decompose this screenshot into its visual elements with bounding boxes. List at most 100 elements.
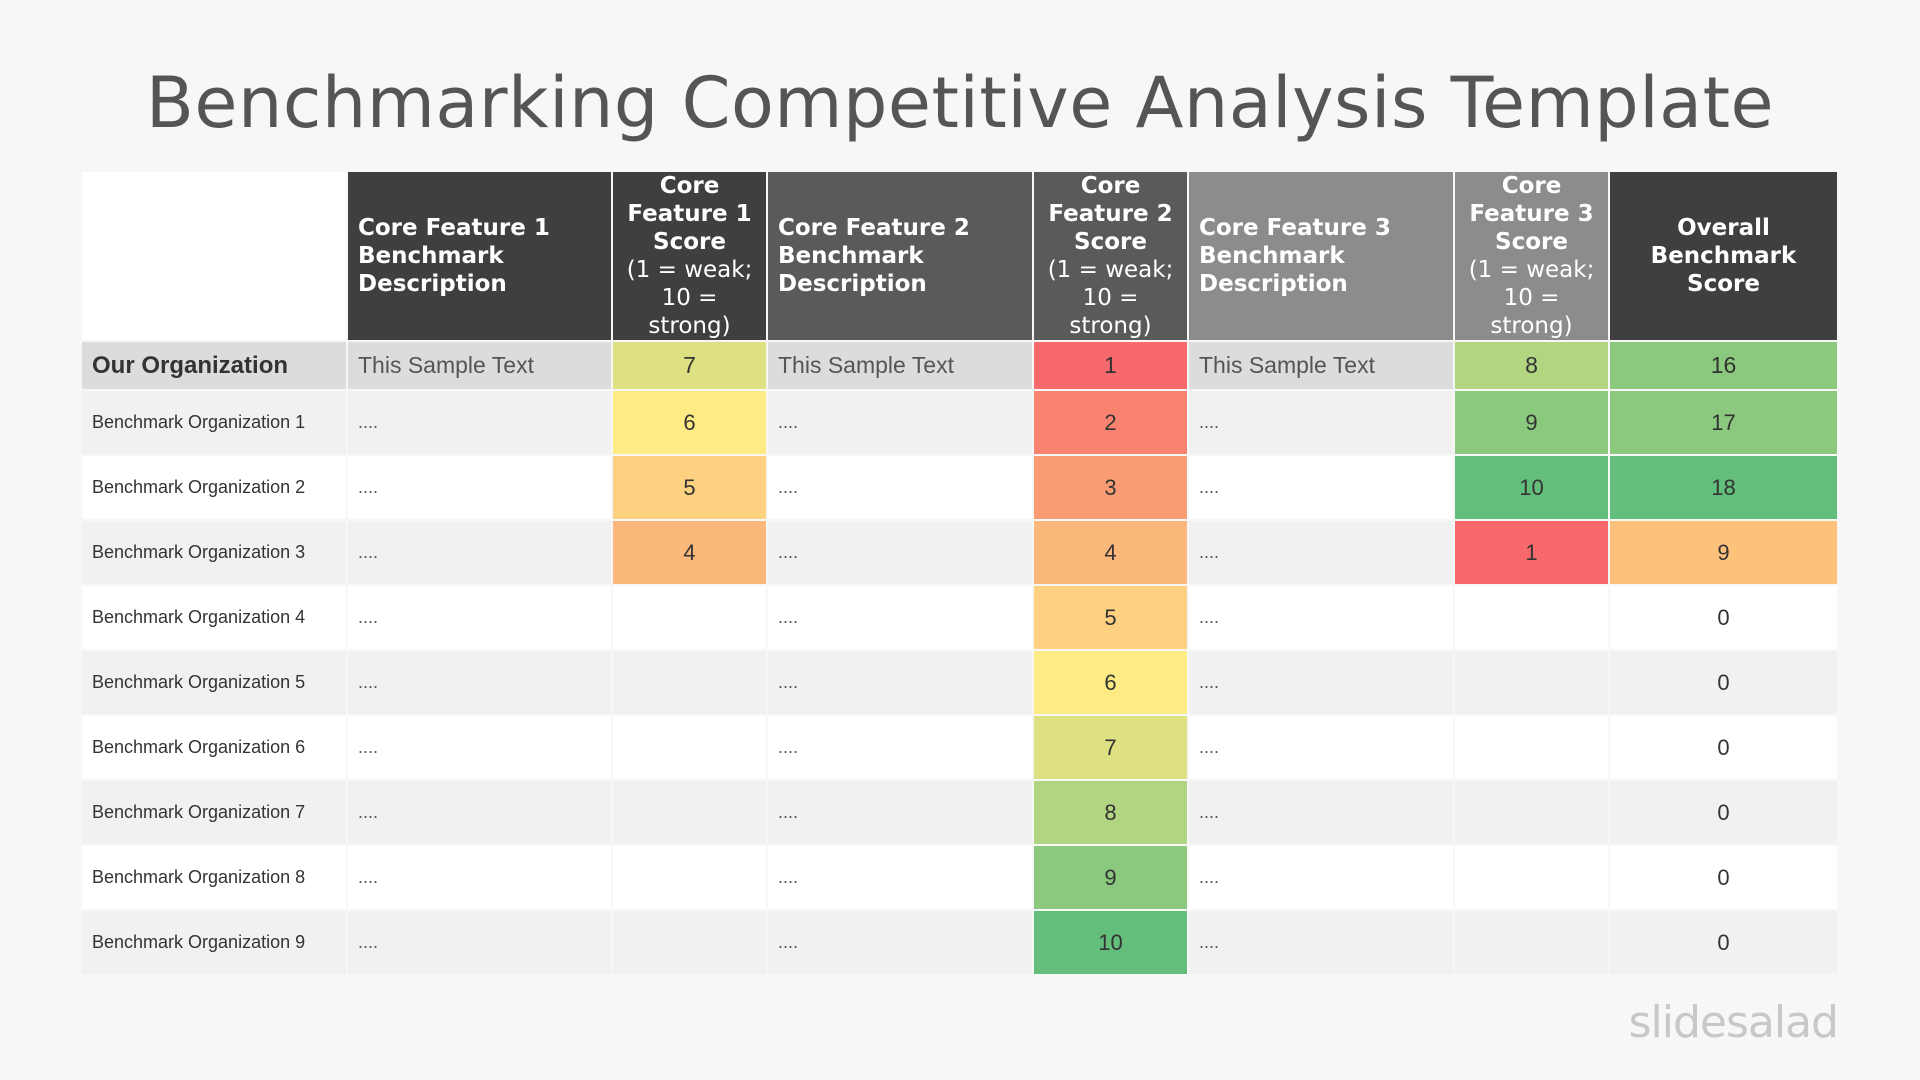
cf1-score-cell <box>612 585 768 651</box>
cf2-desc-cell: .... <box>767 455 1034 521</box>
overall-score-cell: 0 <box>1609 780 1839 846</box>
header-cf1-score-main: Core Feature 1 Score <box>627 173 752 255</box>
header-cf2-desc: Core Feature 2 Benchmark Description <box>767 172 1034 342</box>
org-name-cell: Benchmark Organization 3 <box>82 520 348 586</box>
header-cf2-score: Core Feature 2 Score (1 = weak; 10 = str… <box>1033 172 1189 342</box>
header-cf2-score-main: Core Feature 2 Score <box>1048 173 1173 255</box>
cf2-desc-cell: .... <box>767 910 1034 976</box>
cf2-score-cell: 10 <box>1033 910 1189 976</box>
cf2-score-cell: 6 <box>1033 650 1189 716</box>
cf3-desc-cell: .... <box>1188 520 1455 586</box>
cf2-score-cell: 1 <box>1033 341 1189 391</box>
cf3-score-cell: 8 <box>1454 341 1610 391</box>
cf3-desc-cell: .... <box>1188 715 1455 781</box>
header-cf3-score-sub: (1 = weak; 10 = strong) <box>1468 257 1595 339</box>
cf1-desc-cell: This Sample Text <box>347 341 613 391</box>
cf2-score-cell: 5 <box>1033 585 1189 651</box>
header-cf1-score-sub: (1 = weak; 10 = strong) <box>626 257 753 339</box>
overall-score-cell: 0 <box>1609 845 1839 911</box>
cf3-desc-cell: .... <box>1188 780 1455 846</box>
table-row: Benchmark Organization 8 .... .... 9 ...… <box>82 845 1839 911</box>
cf3-desc-cell: .... <box>1188 585 1455 651</box>
cf1-desc-cell: .... <box>347 455 613 521</box>
org-name-cell: Benchmark Organization 7 <box>82 780 348 846</box>
header-cf3-score: Core Feature 3 Score (1 = weak; 10 = str… <box>1454 172 1610 342</box>
cf1-desc-cell: .... <box>347 910 613 976</box>
org-name-cell: Benchmark Organization 5 <box>82 650 348 716</box>
cf3-desc-cell: .... <box>1188 910 1455 976</box>
cf3-score-cell <box>1454 780 1610 846</box>
cf3-score-cell: 1 <box>1454 520 1610 586</box>
cf3-score-cell <box>1454 910 1610 976</box>
header-cf1-score: Core Feature 1 Score (1 = weak; 10 = str… <box>612 172 768 342</box>
cf3-score-cell <box>1454 650 1610 716</box>
cf1-score-cell <box>612 650 768 716</box>
cf3-desc-cell: .... <box>1188 390 1455 456</box>
cf3-desc-cell: This Sample Text <box>1188 341 1455 391</box>
cf2-score-cell: 3 <box>1033 455 1189 521</box>
cf1-score-cell <box>612 910 768 976</box>
table-row: Benchmark Organization 2 .... 5 .... 3 .… <box>82 455 1839 521</box>
header-cf3-score-main: Core Feature 3 Score <box>1469 173 1594 255</box>
cf2-desc-cell: .... <box>767 715 1034 781</box>
header-cf3-desc: Core Feature 3 Benchmark Description <box>1188 172 1455 342</box>
cf1-score-cell: 6 <box>612 390 768 456</box>
org-name-cell: Benchmark Organization 8 <box>82 845 348 911</box>
cf1-score-cell: 4 <box>612 520 768 586</box>
cf2-score-cell: 7 <box>1033 715 1189 781</box>
table-row: Benchmark Organization 6 .... .... 7 ...… <box>82 715 1839 781</box>
overall-score-cell: 0 <box>1609 715 1839 781</box>
cf1-desc-cell: .... <box>347 780 613 846</box>
cf1-score-cell <box>612 845 768 911</box>
header-blank-cell <box>82 172 348 342</box>
overall-score-cell: 0 <box>1609 650 1839 716</box>
cf2-desc-cell: .... <box>767 845 1034 911</box>
cf1-score-cell <box>612 780 768 846</box>
cf3-score-cell <box>1454 845 1610 911</box>
cf3-desc-cell: .... <box>1188 650 1455 716</box>
overall-score-cell: 18 <box>1609 455 1839 521</box>
cf2-desc-cell: .... <box>767 780 1034 846</box>
table-row: Benchmark Organization 4 .... .... 5 ...… <box>82 585 1839 651</box>
cf3-score-cell <box>1454 715 1610 781</box>
header-cf1-desc: Core Feature 1 Benchmark Description <box>347 172 613 342</box>
cf2-desc-cell: .... <box>767 585 1034 651</box>
cf3-desc-cell: .... <box>1188 845 1455 911</box>
cf3-score-cell: 9 <box>1454 390 1610 456</box>
header-overall-score: Overall Benchmark Score <box>1609 172 1839 342</box>
org-name-cell: Our Organization <box>82 341 348 391</box>
cf1-desc-cell: .... <box>347 585 613 651</box>
overall-score-cell: 16 <box>1609 341 1839 391</box>
cf2-score-cell: 9 <box>1033 845 1189 911</box>
benchmark-table: Core Feature 1 Benchmark Description Cor… <box>82 172 1839 976</box>
table-row: Benchmark Organization 1 .... 6 .... 2 .… <box>82 390 1839 456</box>
cf2-score-cell: 2 <box>1033 390 1189 456</box>
header-cf2-score-sub: (1 = weak; 10 = strong) <box>1047 257 1174 339</box>
cf2-score-cell: 4 <box>1033 520 1189 586</box>
cf2-desc-cell: .... <box>767 390 1034 456</box>
cf3-score-cell <box>1454 585 1610 651</box>
org-name-cell: Benchmark Organization 1 <box>82 390 348 456</box>
cf3-score-cell: 10 <box>1454 455 1610 521</box>
header-row: Core Feature 1 Benchmark Description Cor… <box>82 172 1839 342</box>
cf1-score-cell <box>612 715 768 781</box>
cf1-desc-cell: .... <box>347 390 613 456</box>
org-name-cell: Benchmark Organization 6 <box>82 715 348 781</box>
table-row: Benchmark Organization 3 .... 4 .... 4 .… <box>82 520 1839 586</box>
table-row: Benchmark Organization 5 .... .... 6 ...… <box>82 650 1839 716</box>
page-title: Benchmarking Competitive Analysis Templa… <box>145 62 1775 144</box>
cf2-score-cell: 8 <box>1033 780 1189 846</box>
table-row: Our Organization This Sample Text 7 This… <box>82 341 1839 391</box>
cf1-score-cell: 5 <box>612 455 768 521</box>
overall-score-cell: 17 <box>1609 390 1839 456</box>
table-row: Benchmark Organization 7 .... .... 8 ...… <box>82 780 1839 846</box>
cf2-desc-cell: .... <box>767 520 1034 586</box>
cf1-desc-cell: .... <box>347 845 613 911</box>
overall-score-cell: 9 <box>1609 520 1839 586</box>
overall-score-cell: 0 <box>1609 585 1839 651</box>
cf2-desc-cell: .... <box>767 650 1034 716</box>
org-name-cell: Benchmark Organization 4 <box>82 585 348 651</box>
cf1-desc-cell: .... <box>347 520 613 586</box>
cf2-desc-cell: This Sample Text <box>767 341 1034 391</box>
cf1-desc-cell: .... <box>347 650 613 716</box>
